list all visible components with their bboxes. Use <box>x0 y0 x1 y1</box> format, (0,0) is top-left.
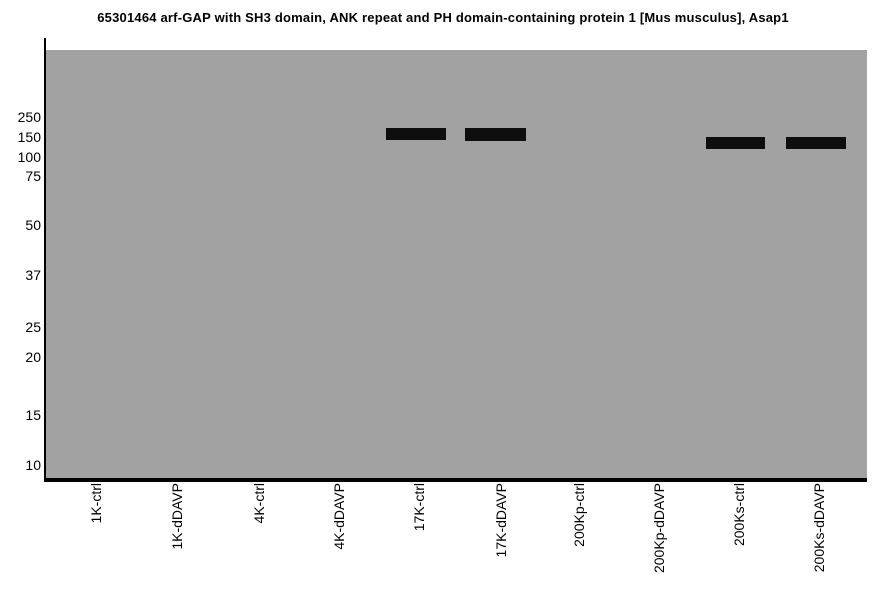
lane-label-200Ks-dDAVP: 200Ks-dDAVP <box>811 483 827 573</box>
y-tick-label-100: 100 <box>17 149 41 165</box>
y-tick-label-20: 20 <box>25 349 41 365</box>
y-tick-label-10: 10 <box>25 457 41 473</box>
lane-label-17K-ctrl: 17K-ctrl <box>411 483 427 532</box>
band-17K-dDAVP <box>465 128 526 141</box>
y-axis-line <box>44 38 46 482</box>
y-tick-label-15: 15 <box>25 407 41 423</box>
band-17K-ctrl <box>386 128 446 140</box>
lane-label-1K-dDAVP: 1K-dDAVP <box>169 483 185 550</box>
lane-label-4K-dDAVP: 4K-dDAVP <box>331 483 347 550</box>
figure-title: 65301464 arf-GAP with SH3 domain, ANK re… <box>97 10 789 25</box>
lane-label-4K-ctrl: 4K-ctrl <box>251 483 267 524</box>
y-tick-label-37: 37 <box>25 267 41 283</box>
gel-background <box>46 50 867 478</box>
x-axis-line <box>44 478 867 482</box>
y-tick-label-75: 75 <box>25 168 41 184</box>
band-200Ks-ctrl <box>706 137 765 149</box>
lane-label-1K-ctrl: 1K-ctrl <box>88 483 104 524</box>
lane-label-200Kp-ctrl: 200Kp-ctrl <box>571 483 587 547</box>
y-tick-label-50: 50 <box>25 217 41 233</box>
band-200Ks-dDAVP <box>786 137 846 149</box>
lane-label-17K-dDAVP: 17K-dDAVP <box>493 483 509 558</box>
lane-label-200Kp-dDAVP: 200Kp-dDAVP <box>651 483 667 574</box>
y-tick-label-150: 150 <box>17 129 41 145</box>
lane-label-200Ks-ctrl: 200Ks-ctrl <box>731 483 747 547</box>
y-tick-label-25: 25 <box>25 319 41 335</box>
y-tick-label-250: 250 <box>17 109 41 125</box>
